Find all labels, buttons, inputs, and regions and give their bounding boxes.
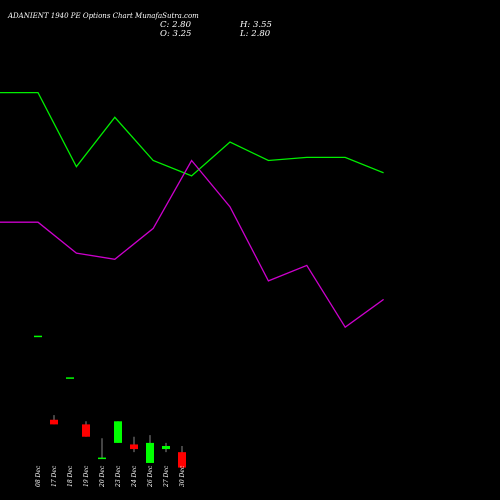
candle-08-dec — [34, 335, 42, 338]
candle-body — [178, 452, 186, 468]
date-label: 24 Dec — [131, 465, 138, 488]
candle-23-dec — [114, 421, 122, 443]
date-label: 26 Dec — [147, 465, 154, 488]
candle-26-dec — [146, 435, 154, 463]
date-label: 23 Dec — [115, 465, 122, 488]
candle-24-dec — [130, 436, 138, 453]
candle-body — [98, 457, 106, 460]
candle-body — [130, 444, 138, 450]
candle-19-dec — [82, 421, 90, 437]
candle-body — [34, 335, 42, 338]
chart-title: ADANIENT 1940 PE Options Chart MunafaSut… — [8, 12, 199, 20]
low-value: L: 2.80 — [240, 29, 271, 39]
open-value: O: 3.25 — [160, 29, 192, 39]
candle-27-dec — [162, 442, 170, 453]
candle-body — [114, 421, 122, 443]
candle-body — [162, 445, 170, 450]
candle-body — [66, 377, 74, 379]
candle-body — [50, 419, 58, 425]
candle-30-dec — [178, 445, 186, 468]
date-label: 30 Dec — [179, 465, 186, 487]
candlesticks — [34, 335, 186, 468]
high-value: H: 3.55 — [240, 20, 272, 30]
date-label: 18 Dec — [67, 465, 74, 487]
date-label: 08 Dec — [35, 465, 42, 487]
date-label: 27 Dec — [163, 465, 170, 488]
date-label: 17 Dec — [51, 465, 58, 487]
moving-average-line-2 — [0, 159, 384, 329]
candle-body — [82, 424, 90, 437]
candle-body — [146, 442, 154, 463]
candle-18-dec — [66, 377, 74, 379]
candle-17-dec — [50, 415, 58, 425]
date-label: 19 Dec — [83, 465, 90, 487]
candle-20-dec — [98, 438, 106, 460]
date-label: 20 Dec — [99, 465, 106, 488]
date-axis-labels: 08 Dec 17 Dec 18 Dec 19 Dec 20 Dec 23 Dec 24 D… — [35, 465, 186, 488]
close-value: C: 2.80 — [160, 20, 191, 30]
moving-average-lines — [0, 91, 384, 329]
moving-average-line-1 — [0, 91, 384, 177]
